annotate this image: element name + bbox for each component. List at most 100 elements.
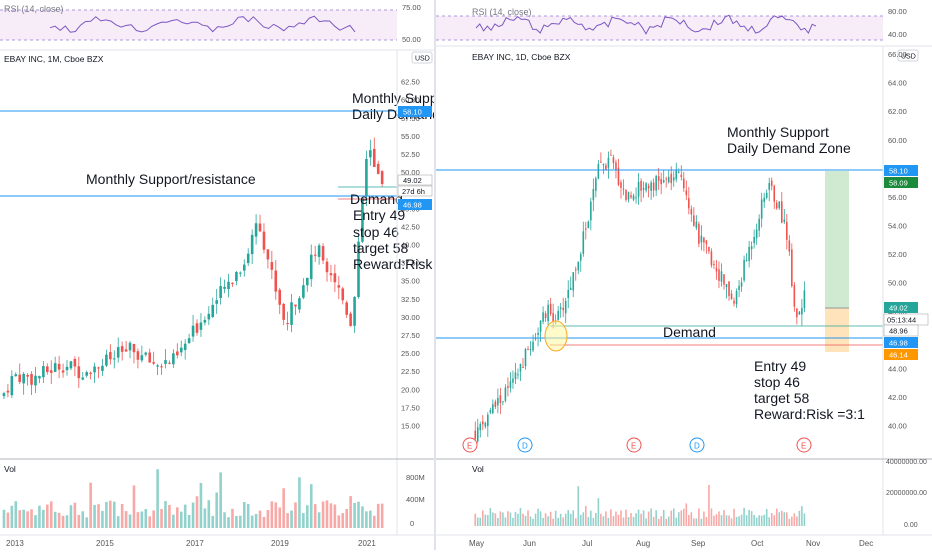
volume-bar [786,512,788,526]
volume-bar [582,512,585,526]
candle-body [258,223,262,232]
candle-body [537,332,539,335]
panel-divider[interactable] [434,0,436,550]
reward-risk-annotation[interactable]: Reward:Risk [353,256,433,272]
monthly-chart-svg[interactable]: RSI (14, close) 75.00 50.00 EBAY INC, 1M… [0,0,476,550]
earnings-marker[interactable] [626,437,642,453]
candle-body [625,189,627,200]
daily-chart-panel[interactable]: RSI (14, close) 80.00 40.00 EBAY INC, 1D… [436,0,932,550]
candle-body [703,237,705,243]
candle-body [109,352,112,360]
volume-bar [657,518,660,526]
candle-body [557,310,559,320]
volume-bar [617,514,620,526]
candle-body [26,374,29,377]
volume-bar [77,514,81,528]
candle-body [615,162,617,170]
monthly-chart-panel[interactable]: RSI (14, close) 75.00 50.00 EBAY INC, 1M… [0,0,476,550]
candle-body [597,164,600,179]
volume-bar [662,509,665,526]
volume-bar [650,508,652,526]
target-zone[interactable] [825,171,849,308]
currency-box[interactable] [411,51,433,64]
demand-annotation[interactable]: Demand [663,324,716,340]
candle-body [34,375,37,386]
time-tick-nov: Nov [806,539,820,548]
currency-box[interactable] [897,49,919,62]
candle-body [306,277,309,286]
earnings-marker[interactable] [462,437,478,453]
volume-bar [34,515,37,528]
volume-bar [585,506,587,526]
demand-highlight-ellipse[interactable] [544,320,568,352]
candle-body [242,264,246,271]
volume-bar [537,508,539,526]
demand-annotation[interactable]: Demand [350,191,403,207]
timer-badge [397,185,433,197]
candle-body [2,393,6,397]
vol-tick-800m: 800M [406,473,425,482]
symbol-title: EBAY INC, 1M, Cboe BZX [4,54,104,64]
candle-body [231,282,234,284]
monthly-support-annotation[interactable]: Monthly Support [352,90,454,106]
candle-body [715,267,718,272]
candle-body [765,192,768,198]
price-axis: 66.0064.0062.0060.0058.0056.0054.0052.00… [888,50,907,431]
candle-body [579,254,582,261]
volume-bar [53,511,57,528]
volume-bar [81,511,85,528]
volume-bar [313,504,317,528]
time-tick-dec: Dec [859,539,873,548]
candle-body [30,373,33,385]
volume-bar [476,517,479,526]
currency-label: USD [415,56,430,63]
volume-bar [239,515,242,528]
volume-bar [532,518,534,526]
time-tick-jun: Jun [523,539,536,548]
timer-text: 27d 6h [402,187,425,196]
stop-annotation[interactable]: stop 46 [754,374,800,390]
candle-body [574,269,577,271]
candle-body [718,269,720,281]
dividend-marker[interactable] [689,437,705,453]
target-annotation[interactable]: target 58 [353,240,408,256]
volume-bar [682,508,685,526]
volume-bar [262,516,266,528]
entry-annotation[interactable]: Entry 49 [754,358,806,374]
volume-bar [720,515,723,526]
earnings-marker[interactable] [796,437,812,453]
volume-bar [801,506,803,526]
volume-bar [14,501,18,528]
support-resistance-annotation[interactable]: Monthly Support/resistance [86,171,256,187]
candle-body [112,358,116,360]
candle-body [341,288,345,301]
volume-bar [677,512,680,526]
candle-body [317,245,321,257]
candle-body [69,361,73,369]
price-tick: 62.50 [401,78,420,87]
monthly-support-annotation[interactable]: Monthly Support [727,124,829,140]
stop-annotation[interactable]: stop 46 [353,224,399,240]
dividend-marker[interactable] [517,437,533,453]
candle-body [479,423,482,431]
volume-bar [306,505,309,528]
candle-body [605,165,607,170]
target-annotation[interactable]: target 58 [754,390,809,406]
time-tick-may: May [469,539,484,548]
volume-bar [529,516,532,526]
event-markers[interactable]: E D E D E [462,437,812,453]
entry-annotation[interactable]: Entry 49 [353,207,405,223]
candle-body [564,300,567,314]
volume-bar [760,515,763,526]
candle-body [602,164,605,166]
daily-chart-svg[interactable]: RSI (14, close) 80.00 40.00 EBAY INC, 1D… [436,0,932,550]
volume-bar [753,514,755,526]
reward-risk-annotation[interactable]: Reward:Risk =3:1 [754,406,865,422]
daily-demand-annotation[interactable]: Daily Demand Zone [727,140,851,156]
price-tick: 30.00 [401,313,420,322]
candle-body [657,176,660,181]
price-tick: 27.50 [401,331,420,340]
volume-bar [667,516,670,526]
candle-body [682,178,685,189]
candle-body [610,154,612,156]
